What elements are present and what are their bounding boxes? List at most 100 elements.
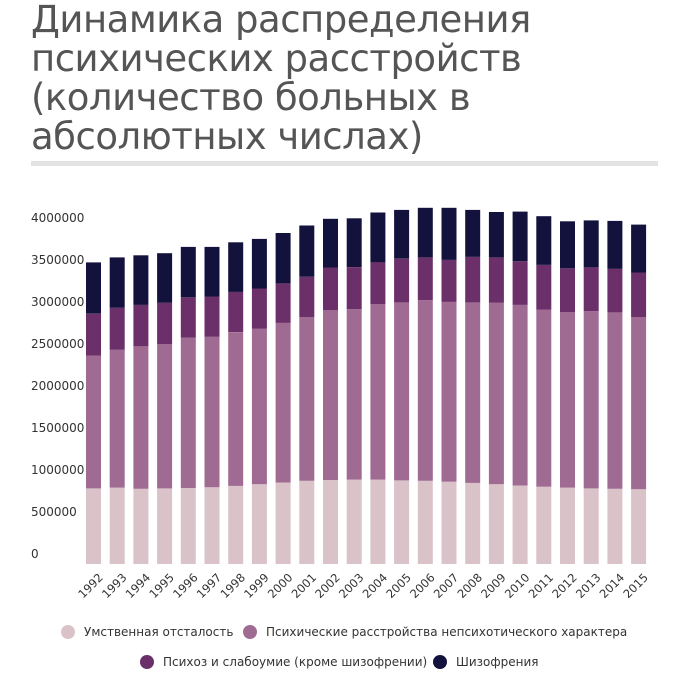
bar-segment-2001-series-0 <box>299 480 315 564</box>
bar-segment-1995-series-0 <box>157 488 173 564</box>
x-tick-label-1995: 1995 <box>146 570 177 601</box>
x-tick-label-2014: 2014 <box>597 570 628 601</box>
x-tick-label-2004: 2004 <box>360 570 391 601</box>
x-tick-label-2000: 2000 <box>265 570 296 601</box>
bar-segment-2006-series-3 <box>417 207 433 258</box>
bar-segment-2013-series-1 <box>583 311 599 489</box>
x-tick-label-1993: 1993 <box>99 570 130 601</box>
title-divider <box>31 161 658 166</box>
legend-swatch-1 <box>243 625 257 639</box>
bar-segment-2003-series-2 <box>346 267 362 310</box>
bar-segment-2002-series-1 <box>323 310 338 480</box>
bar-segment-2015-series-3 <box>631 224 647 273</box>
legend-label-3: Шизофрения <box>456 655 539 669</box>
bar-segment-2012-series-3 <box>560 221 575 269</box>
bar-segment-1998-series-2 <box>228 291 244 333</box>
bar-segment-2008-series-3 <box>465 209 481 257</box>
x-tick-label-2011: 2011 <box>526 570 557 601</box>
y-tick-label: 2500000 <box>31 337 84 351</box>
y-tick-label: 1500000 <box>31 421 84 435</box>
bar-segment-2000-series-0 <box>275 482 291 564</box>
bar-segment-2010-series-0 <box>512 485 528 564</box>
y-tick-label: 2000000 <box>31 379 84 393</box>
legend-swatch-3 <box>433 655 447 669</box>
bar-segment-2010-series-3 <box>512 211 528 262</box>
y-tick-label: 4000000 <box>31 211 84 225</box>
x-tick-label-2015: 2015 <box>620 570 651 601</box>
bar-segment-1992-series-3 <box>86 262 101 314</box>
bar-segment-2014-series-2 <box>607 268 623 313</box>
bar-segment-1999-series-1 <box>251 328 267 485</box>
bar-segment-2003-series-3 <box>346 218 362 267</box>
bar-segment-1993-series-0 <box>109 487 125 564</box>
bar-segment-2000-series-1 <box>275 322 291 483</box>
bar-segment-2001-series-1 <box>299 317 315 481</box>
bar-segment-2014-series-1 <box>607 312 623 489</box>
bar-segment-2001-series-2 <box>299 276 315 317</box>
bar-segment-2011-series-2 <box>536 265 552 310</box>
bar-segment-2009-series-1 <box>488 302 504 485</box>
legend-swatch-2 <box>140 655 154 669</box>
bar-segment-2002-series-0 <box>323 480 338 564</box>
bar-segment-1998-series-1 <box>228 332 244 486</box>
bar-segment-2006-series-2 <box>417 257 433 301</box>
x-tick-label-2003: 2003 <box>336 570 367 601</box>
bar-segment-1994-series-0 <box>133 488 149 564</box>
x-tick-label-1998: 1998 <box>217 570 248 601</box>
x-tick-label-1996: 1996 <box>170 570 201 601</box>
x-tick-label-2005: 2005 <box>383 570 414 601</box>
legend-item-0: Умственная отсталость <box>61 625 233 639</box>
bar-segment-2015-series-0 <box>631 489 647 564</box>
bar-segment-2001-series-3 <box>299 225 315 277</box>
bar-segment-1997-series-3 <box>204 246 220 297</box>
bar-segment-1992-series-1 <box>86 355 101 489</box>
x-tick-label-2012: 2012 <box>549 570 580 601</box>
bar-segment-1992-series-0 <box>86 488 101 564</box>
bar-segment-2003-series-1 <box>346 309 362 480</box>
legend-item-2: Психоз и слабоумие (кроме шизофрении) <box>140 655 427 669</box>
bar-segment-2010-series-2 <box>512 261 528 305</box>
bar-segment-2011-series-0 <box>536 486 552 564</box>
bar-segment-1999-series-3 <box>251 238 267 289</box>
bar-segment-2004-series-1 <box>370 304 386 480</box>
legend-swatch-0 <box>61 625 75 639</box>
bar-segment-2005-series-2 <box>394 258 410 303</box>
bar-segment-2003-series-0 <box>346 479 362 564</box>
bar-segment-1995-series-2 <box>157 302 173 344</box>
y-tick-label: 3500000 <box>31 253 84 267</box>
bar-segment-2005-series-0 <box>394 480 410 564</box>
bar-segment-2004-series-3 <box>370 212 386 263</box>
bar-segment-1994-series-3 <box>133 255 149 305</box>
bar-segment-2012-series-2 <box>560 268 575 312</box>
legend-label-2: Психоз и слабоумие (кроме шизофрении) <box>163 655 428 669</box>
legend-item-3: Шизофрения <box>433 655 538 669</box>
bar-segment-2007-series-3 <box>441 207 457 260</box>
x-tick-label-1997: 1997 <box>194 570 225 601</box>
bar-segment-2004-series-0 <box>370 479 386 564</box>
bar-segment-1996-series-0 <box>180 488 196 564</box>
y-tick-label: 3000000 <box>31 295 84 309</box>
bar-segment-1997-series-0 <box>204 487 220 564</box>
bar-segment-2007-series-0 <box>441 481 457 564</box>
bar-segment-2007-series-2 <box>441 259 457 302</box>
bar-segment-1993-series-1 <box>109 349 125 488</box>
bar-segment-2013-series-2 <box>583 267 599 312</box>
bar-segment-2006-series-1 <box>417 300 433 481</box>
x-tick-label-2001: 2001 <box>289 570 320 601</box>
bar-segment-2014-series-0 <box>607 488 623 564</box>
bar-segment-2000-series-3 <box>275 233 291 284</box>
bar-segment-2007-series-1 <box>441 301 457 482</box>
x-tick-label-1994: 1994 <box>123 570 154 601</box>
x-tick-label-2010: 2010 <box>502 570 533 601</box>
bar-segment-1998-series-3 <box>228 242 244 292</box>
bar-segment-2006-series-0 <box>417 480 433 564</box>
bar-segment-2002-series-3 <box>323 218 338 268</box>
x-tick-label-2008: 2008 <box>454 570 485 601</box>
bar-segment-1996-series-3 <box>180 246 196 298</box>
y-tick-label: 1000000 <box>31 463 84 477</box>
bar-segment-1994-series-2 <box>133 304 149 347</box>
bar-segment-1992-series-2 <box>86 313 101 356</box>
bar-segment-2011-series-3 <box>536 216 552 265</box>
x-tick-label-2002: 2002 <box>312 570 343 601</box>
bar-segment-1993-series-2 <box>109 307 125 350</box>
